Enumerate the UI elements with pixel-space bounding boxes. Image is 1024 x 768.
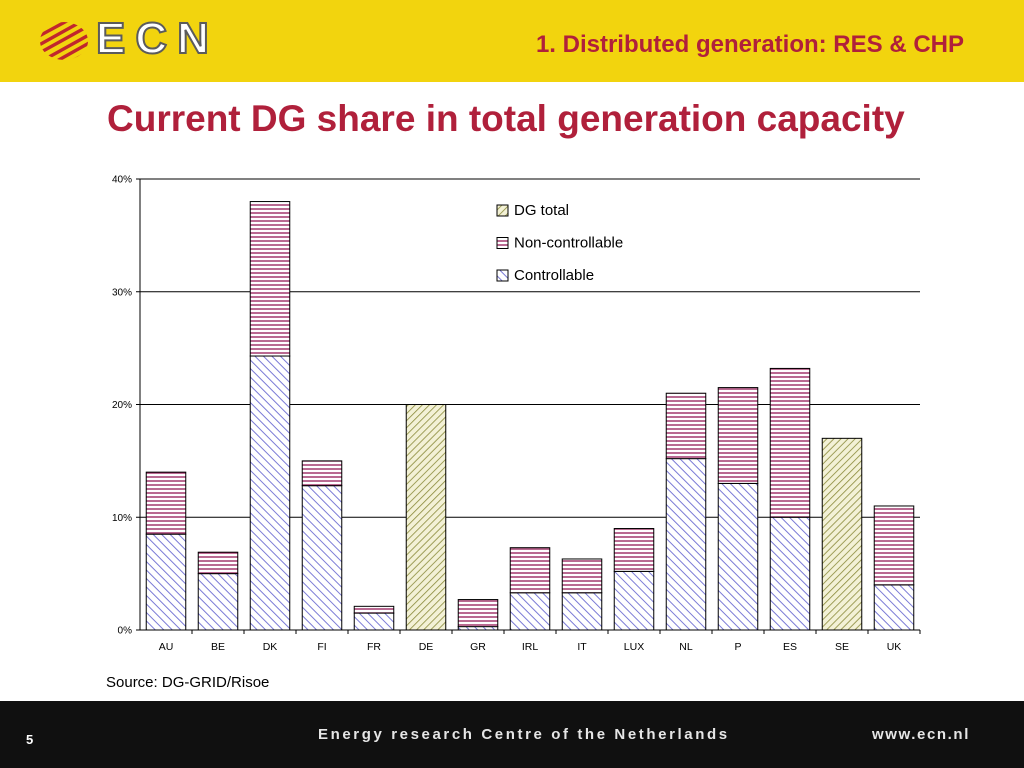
- x-tick-label: DK: [263, 641, 278, 653]
- x-tick-label: P: [734, 641, 741, 653]
- y-tick-label: 40%: [112, 175, 132, 186]
- bar-controllable-irl: [509, 592, 551, 631]
- bar-non-controllable-nl: [665, 392, 707, 460]
- x-tick-label: SE: [835, 641, 849, 653]
- bar-controllable-fr: [353, 612, 395, 631]
- slide-title: Current DG share in total generation cap…: [107, 98, 905, 139]
- bar-non-controllable-be: [197, 551, 239, 575]
- x-tick-label: IT: [577, 641, 587, 653]
- bar-non-controllable-uk: [873, 505, 915, 586]
- page-number: 5: [26, 732, 34, 747]
- section-title: 1. Distributed generation: RES & CHP: [535, 31, 964, 58]
- bar-non-controllable-au: [145, 471, 187, 535]
- organization-name: Energy research Centre of the Netherland…: [318, 726, 730, 743]
- bar-controllable-it: [561, 592, 603, 631]
- bar-controllable-fi: [301, 485, 343, 631]
- x-tick-label: IRL: [522, 641, 539, 653]
- bar-controllable-be: [197, 573, 239, 631]
- bar-non-controllable-es: [769, 367, 811, 518]
- bar-non-controllable-fr: [353, 605, 395, 614]
- header-bar: ECN 1. Distributed generation: RES & CHP: [0, 0, 1024, 82]
- x-tick-label: UK: [887, 641, 902, 653]
- bar-non-controllable-dk: [249, 201, 291, 357]
- y-tick-label: 0%: [118, 626, 133, 637]
- bar-non-controllable-p: [717, 387, 759, 484]
- bar-non-controllable-lux: [613, 528, 655, 572]
- stacked-bar-chart: 0% 10% 20% 30% 40% AU BE DK FI FR DE GR IRL IT LUX NL P E…: [112, 175, 921, 653]
- x-tick-label: LUX: [624, 641, 644, 653]
- bar-controllable-au: [145, 533, 187, 631]
- source-note: Source: DG-GRID/Risoe: [106, 674, 270, 691]
- bar-dg-total-de: [405, 404, 447, 631]
- bar-controllable-p: [717, 482, 759, 631]
- x-tick-label: ES: [783, 641, 797, 653]
- bar-controllable-nl: [665, 458, 707, 631]
- ecn-logo-text: ECN: [95, 13, 219, 64]
- legend-swatch: [496, 269, 509, 282]
- x-tick-label: GR: [470, 641, 486, 653]
- y-tick-label: 10%: [112, 513, 132, 524]
- y-tick-label: 30%: [112, 287, 132, 298]
- x-tick-label: BE: [211, 641, 225, 653]
- y-tick-label: 20%: [112, 400, 132, 411]
- bar-non-controllable-fi: [301, 460, 343, 487]
- bar-controllable-dk: [249, 355, 291, 631]
- bar-non-controllable-it: [561, 558, 603, 594]
- footer-bar: 5 Energy research Centre of the Netherla…: [0, 701, 1024, 768]
- bar-controllable-es: [769, 516, 811, 631]
- legend-label: Controllable: [514, 267, 594, 284]
- x-tick-label: DE: [419, 641, 434, 653]
- x-tick-label: FR: [367, 641, 381, 653]
- bar-non-controllable-irl: [509, 547, 551, 594]
- x-tick-label: AU: [159, 641, 174, 653]
- x-tick-label: NL: [679, 641, 693, 653]
- bar-controllable-gr: [457, 626, 499, 631]
- legend-swatch: [496, 204, 509, 217]
- bar-controllable-lux: [613, 570, 655, 631]
- ecn-logo-icon: [40, 22, 88, 60]
- bar-dg-total-se: [821, 437, 863, 631]
- legend-label: Non-controllable: [514, 235, 623, 252]
- website-url: www.ecn.nl: [872, 726, 970, 743]
- legend-swatch: [496, 237, 509, 249]
- legend-label: DG total: [514, 202, 569, 219]
- x-tick-label: FI: [317, 641, 326, 653]
- bar-controllable-uk: [873, 584, 915, 631]
- bar-non-controllable-gr: [457, 599, 499, 628]
